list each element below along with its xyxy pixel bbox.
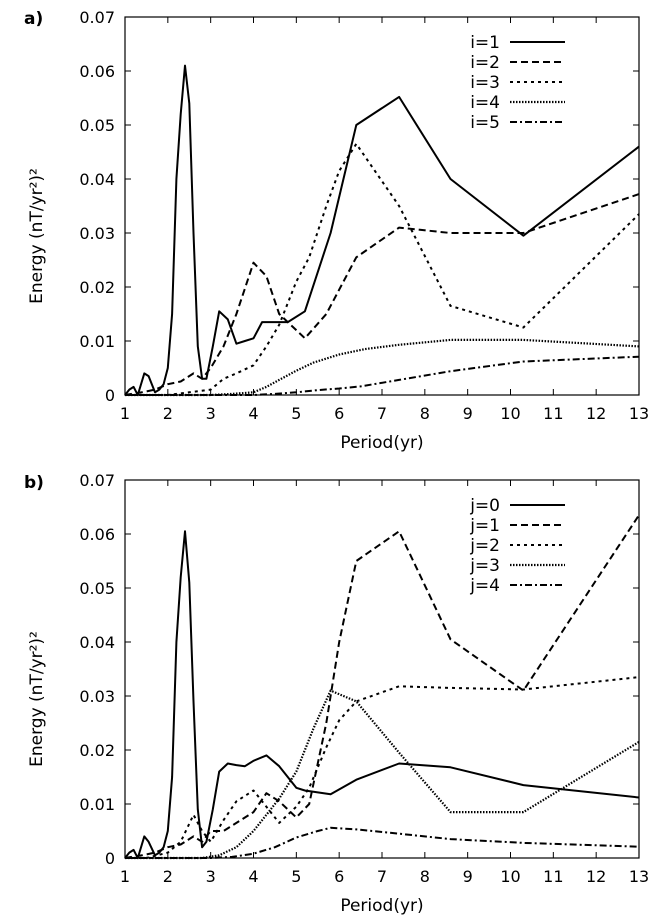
- x-tick-label: 13: [629, 404, 649, 423]
- x-tick-label: 10: [500, 867, 520, 886]
- x-tick-label: 7: [377, 404, 387, 423]
- x-tick-label: 10: [500, 404, 520, 423]
- y-tick-label: 0.01: [79, 332, 115, 351]
- y-tick-label: 0.03: [79, 224, 115, 243]
- y-tick-label: 0.07: [79, 471, 115, 490]
- legend-label: i=3: [470, 73, 500, 93]
- x-tick-label: 3: [206, 404, 216, 423]
- legend-label: i=5: [470, 113, 500, 133]
- y-tick-label: 0.07: [79, 8, 115, 27]
- x-tick-label: 12: [586, 404, 606, 423]
- series-line-j=1: [124, 514, 640, 859]
- series-line-i=4: [125, 338, 640, 397]
- y-tick-label: 0.01: [79, 795, 115, 814]
- x-tick-label: 6: [334, 404, 344, 423]
- x-tick-label: 11: [543, 867, 563, 886]
- legend-label: j=2: [469, 536, 500, 556]
- y-axis-label: Energy (nT/yr²)²: [27, 631, 47, 767]
- x-tick-label: 1: [120, 404, 130, 423]
- series-line-j=0: [124, 530, 640, 859]
- legend-label: i=4: [470, 93, 500, 113]
- panel-label: b): [24, 473, 44, 493]
- x-axis-label: Period(yr): [340, 433, 423, 453]
- panel-a: a)1 2 3 4 5 6 7 8 9 10 11 12 1300.010.020.030.040.05…: [24, 8, 649, 453]
- y-tick-label: 0.04: [79, 170, 115, 189]
- x-tick-label: 12: [586, 867, 606, 886]
- x-tick-label: 8: [420, 404, 430, 423]
- plot-frame: [124, 479, 640, 859]
- x-axis-label: Period(yr): [340, 896, 423, 916]
- legend-label: j=4: [469, 576, 500, 596]
- x-tick-label: 9: [463, 404, 473, 423]
- legend-label: i=1: [470, 33, 500, 53]
- y-tick-label: 0.03: [79, 687, 115, 706]
- x-tick-label: 4: [248, 404, 258, 423]
- x-tick-label: 8: [420, 867, 430, 886]
- x-tick-label: 7: [377, 867, 387, 886]
- series-line-i=2: [124, 193, 640, 396]
- x-tick-label: 1: [120, 867, 130, 886]
- series-line-i=1: [124, 64, 640, 396]
- x-tick-label: 4: [248, 867, 258, 886]
- x-tick-label: 5: [291, 404, 301, 423]
- x-tick-label: 11: [543, 404, 563, 423]
- legend-label: j=0: [469, 496, 500, 516]
- series-line-i=3: [125, 142, 640, 396]
- y-tick-label: 0.06: [79, 525, 115, 544]
- y-tick-label: 0.05: [79, 579, 115, 598]
- panel-b: b)1 2 3 4 5 6 7 8 9 10 11 12 1300.010.020.030.040.05…: [24, 471, 649, 916]
- x-tick-label: 9: [463, 867, 473, 886]
- y-axis-label: Energy (nT/yr²)²: [27, 168, 47, 304]
- series-line-j=2: [125, 676, 640, 859]
- y-tick-label: 0.06: [79, 62, 115, 81]
- y-tick-label: 0: [105, 849, 115, 868]
- y-tick-label: 0.02: [79, 741, 115, 760]
- x-tick-label: 2: [163, 404, 173, 423]
- series-line-i=5: [125, 355, 640, 396]
- legend-label: j=3: [469, 556, 500, 576]
- legend-label: i=2: [470, 53, 500, 73]
- x-tick-label: 5: [291, 867, 301, 886]
- legend-label: j=1: [469, 516, 500, 536]
- y-tick-label: 0.04: [79, 633, 115, 652]
- y-tick-label: 0: [105, 386, 115, 405]
- x-tick-label: 2: [163, 867, 173, 886]
- panel-label: a): [24, 9, 43, 29]
- x-tick-label: 13: [629, 867, 649, 886]
- x-tick-label: 3: [206, 867, 216, 886]
- series-line-j=3: [125, 689, 640, 860]
- y-tick-label: 0.05: [79, 116, 115, 135]
- series-line-j=4: [125, 826, 640, 859]
- x-tick-label: 6: [334, 867, 344, 886]
- y-tick-label: 0.02: [79, 278, 115, 297]
